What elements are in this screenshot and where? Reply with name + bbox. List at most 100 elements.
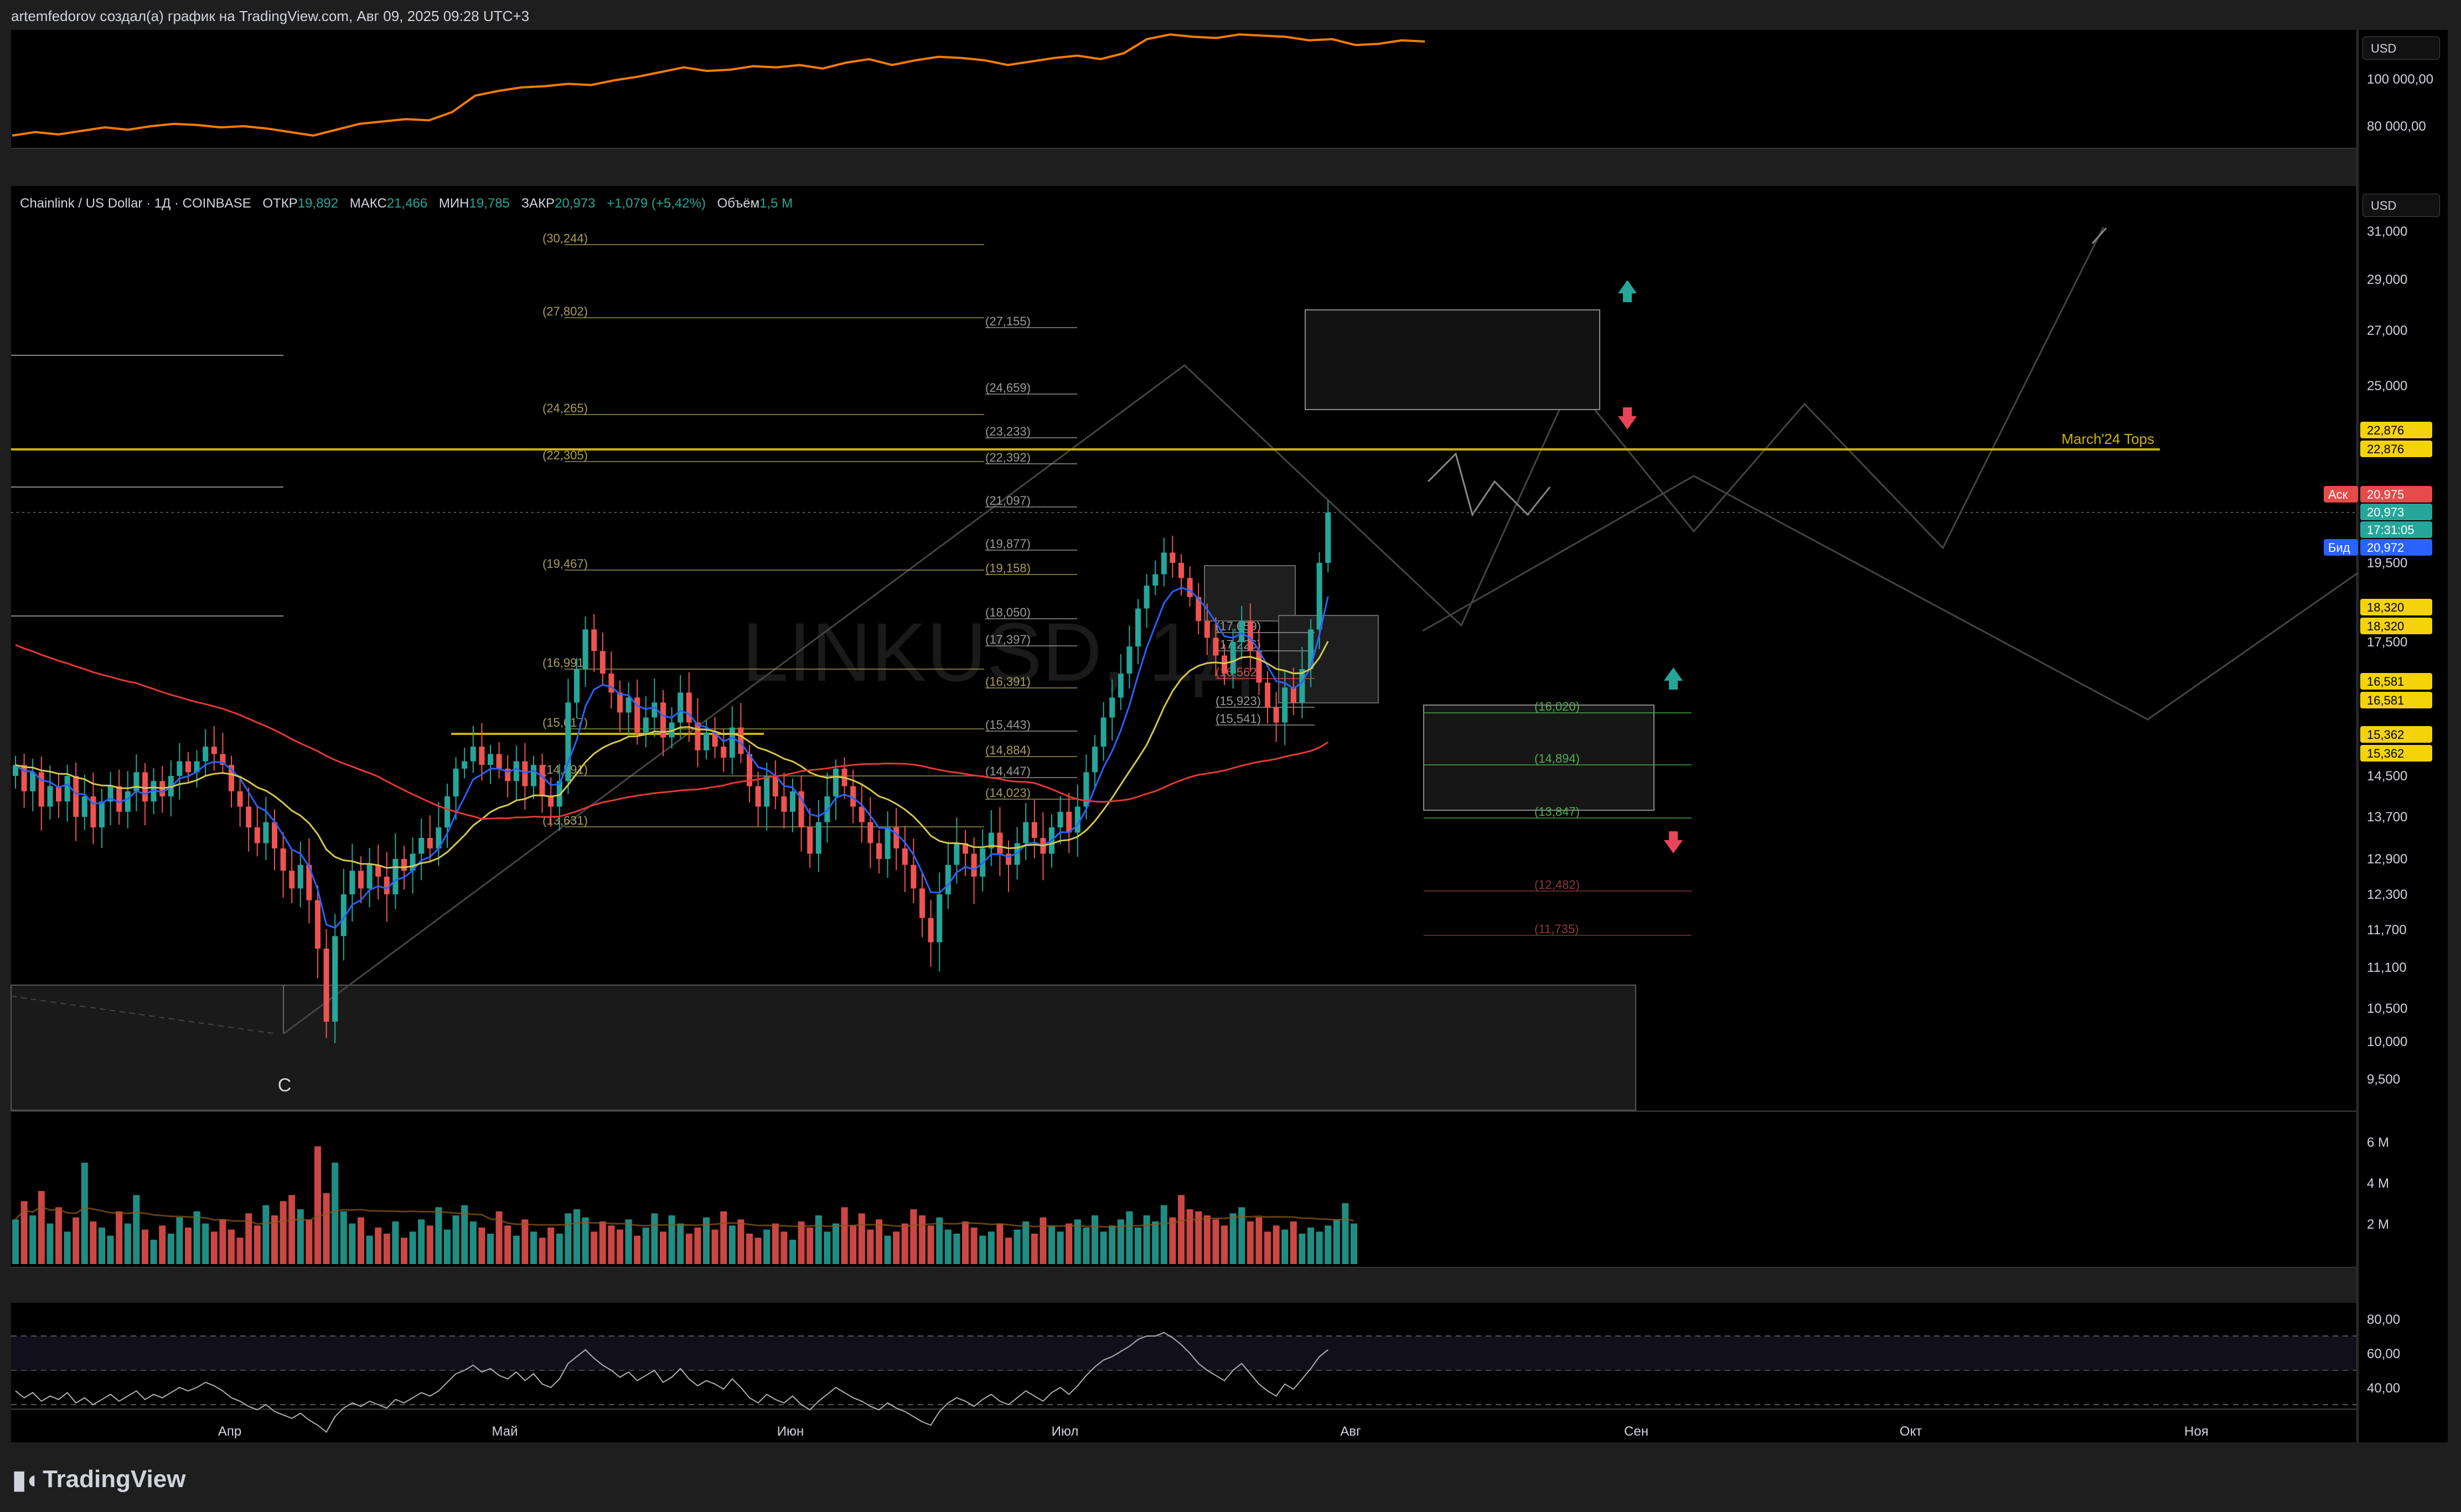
volume-bar: [1307, 1228, 1314, 1264]
candle-body: [971, 853, 977, 877]
time-axis-label: Май: [492, 1424, 518, 1439]
volume-bar: [660, 1231, 666, 1264]
candle-body: [1170, 552, 1176, 563]
price-tag-value: 18,320: [2367, 619, 2404, 633]
fibonacci-levels[interactable]: March'24 Tops (30,244) (27,802) (24,265) (22…: [11, 231, 2356, 936]
support-zone[interactable]: [11, 985, 1636, 1111]
volume-bar: [1031, 1234, 1038, 1264]
candle-body: [531, 765, 536, 786]
candle-body: [496, 754, 502, 769]
volume-bar: [1238, 1207, 1245, 1264]
candle-body: [885, 827, 891, 859]
candle-body: [704, 732, 709, 750]
volume-bar: [1066, 1223, 1073, 1264]
price-axis-label: 11,700: [2367, 923, 2407, 938]
volume-bar: [772, 1223, 779, 1264]
volume-bar: [219, 1219, 226, 1264]
volume-bar: [1014, 1229, 1021, 1264]
candle-body: [678, 692, 684, 723]
candle-body: [410, 853, 416, 871]
moving-averages: [15, 587, 1329, 929]
candle-body: [125, 791, 131, 812]
candle-body: [56, 786, 61, 802]
projection-path-short: [1427, 452, 1551, 517]
fib-level-label: (17,659): [1216, 619, 1261, 633]
volume-bar: [996, 1223, 1004, 1264]
candle-body: [919, 888, 925, 918]
volume-bar: [271, 1215, 278, 1264]
candle-body: [1187, 578, 1193, 597]
legend-open-label: ОТКР: [262, 196, 298, 211]
volume-bar: [850, 1225, 857, 1264]
volume-bar: [720, 1211, 727, 1264]
candle-body: [548, 796, 554, 807]
candle-body: [47, 786, 53, 807]
candlestick-series[interactable]: [13, 500, 1331, 1043]
time-axis[interactable]: [11, 1410, 2356, 1442]
volume-bar: [1169, 1217, 1176, 1264]
candle-body: [1265, 682, 1270, 708]
volume-bar: [306, 1219, 313, 1264]
volume-bar: [262, 1205, 270, 1264]
resistance-box[interactable]: [1305, 309, 1600, 410]
price-tag-bg: [2360, 422, 2432, 438]
volume-bar: [202, 1223, 209, 1264]
legend-close: 20,973: [555, 196, 596, 211]
price-tag-value: 20,972: [2367, 541, 2404, 555]
fib-level-label: (16,991): [542, 656, 588, 670]
candle-body: [73, 776, 79, 817]
fib-level-label: (17,226): [1216, 638, 1261, 651]
volume-bar: [504, 1225, 511, 1264]
volume-bar: [358, 1217, 364, 1264]
legend-volume: 1,5 M: [759, 196, 793, 211]
candle-body: [876, 843, 882, 859]
candle-body: [1273, 707, 1279, 723]
candle-body: [1299, 669, 1305, 703]
candle-body: [1247, 621, 1253, 651]
candle-body: [280, 848, 286, 871]
volume-bar: [444, 1229, 451, 1264]
axis-labels: Апр Май Июн Июл Авг Сен Окт Ноя 31,000 29,000 27,0…: [218, 72, 2433, 1439]
volume-bar: [478, 1228, 485, 1264]
volume-bar: [944, 1229, 952, 1264]
candle-body: [729, 727, 735, 758]
volume-bar: [858, 1213, 865, 1264]
volume-bar: [1135, 1228, 1141, 1264]
volume-bar: [642, 1228, 649, 1264]
price-tag-value: 22,876: [2367, 423, 2404, 437]
candle-body: [462, 761, 468, 769]
currency-selector-main[interactable]: USD: [2362, 194, 2440, 217]
candle-body: [1308, 629, 1314, 669]
volume-bar: [703, 1217, 710, 1264]
legend-symbol[interactable]: Chainlink / US Dollar · 1Д · COINBASE: [20, 196, 251, 211]
price-panel[interactable]: [11, 186, 2356, 1110]
candle-body: [116, 786, 122, 812]
volume-bar: [116, 1211, 123, 1264]
candle-body: [798, 791, 804, 827]
fib-level-label: (14,023): [985, 786, 1031, 800]
candle-body: [772, 776, 778, 796]
candle-body: [177, 761, 183, 776]
fib-level-label: (13,847): [1534, 805, 1580, 819]
comparison-panel[interactable]: [11, 30, 2356, 148]
candle-body: [599, 651, 606, 674]
arrow-down-icon: [1618, 407, 1637, 429]
legend-high-label: МАКС: [349, 196, 387, 211]
price-tags: Аск 20,975 20,973 17:31:05 Бид 20,972 22,876 22…: [2324, 422, 2432, 762]
volume-bar: [1048, 1225, 1055, 1264]
volume-bar: [927, 1225, 934, 1264]
volume-bar: [1351, 1223, 1357, 1264]
candle-body: [928, 918, 934, 943]
candle-body: [1118, 674, 1124, 698]
tradingview-logo[interactable]: ▮◖ TradingView: [12, 1464, 185, 1494]
currency-selector-top[interactable]: USD: [2362, 37, 2440, 60]
volume-bar: [1195, 1211, 1202, 1264]
volume-bar: [254, 1225, 261, 1264]
target-box[interactable]: [1423, 705, 1655, 811]
time-axis-label: Ноя: [2184, 1424, 2209, 1439]
price-axis-label: 27,000: [2367, 323, 2407, 338]
legend-low-label: МИН: [438, 196, 469, 211]
volume-bar: [487, 1234, 494, 1264]
candle-body: [617, 692, 623, 713]
